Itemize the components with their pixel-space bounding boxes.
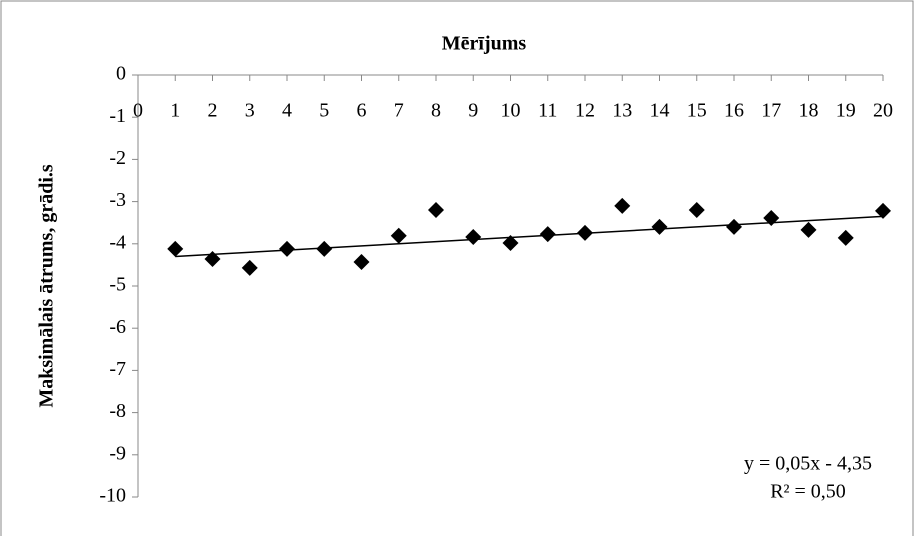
- x-tick-label: 14: [650, 100, 670, 122]
- data-point: [353, 253, 370, 270]
- data-point: [428, 202, 444, 219]
- x-tick-label: 5: [319, 100, 329, 122]
- x-tick-label: 17: [761, 100, 781, 122]
- y-tick-label: -9: [109, 442, 126, 464]
- data-point: [577, 224, 593, 241]
- x-tick-label: 12: [575, 100, 595, 122]
- trendline-equation: y = 0,05x - 4,35: [744, 453, 872, 475]
- x-tick-label: 8: [431, 100, 441, 122]
- data-point: [726, 218, 742, 235]
- data-point: [204, 250, 221, 267]
- x-tick-label: 2: [208, 100, 218, 122]
- data-point: [502, 234, 519, 251]
- data-point: [800, 221, 817, 238]
- y-tick-label: -1: [109, 105, 126, 127]
- chart-title: Mērījums: [442, 33, 527, 55]
- y-tick-label: -4: [109, 231, 126, 253]
- x-tick-label: 1: [170, 100, 180, 122]
- x-tick-label: 18: [799, 100, 819, 122]
- data-point: [241, 259, 258, 276]
- y-tick-label: -3: [109, 189, 126, 211]
- x-tick-label: 9: [468, 100, 478, 122]
- data-point: [614, 197, 631, 214]
- y-tick-label: -6: [109, 316, 126, 338]
- y-axis-label: Maksimālais ātrums, grādi.s: [36, 164, 58, 408]
- x-tick-label: 3: [245, 100, 255, 122]
- x-tick-label: 15: [687, 100, 707, 122]
- x-tick-label: 13: [612, 100, 632, 122]
- y-tick-label: 0: [116, 63, 126, 85]
- x-tick-label: 4: [282, 100, 292, 122]
- y-tick-label: -10: [99, 485, 126, 507]
- x-tick-label: 6: [357, 100, 367, 122]
- data-point: [316, 240, 333, 257]
- data-point: [465, 229, 482, 246]
- data-point: [279, 240, 295, 257]
- x-tick-label: 11: [538, 100, 557, 122]
- y-tick-label: -2: [109, 147, 126, 169]
- data-point: [763, 210, 780, 227]
- y-tick-label: -5: [109, 274, 126, 296]
- x-tick-label: 16: [724, 100, 744, 122]
- data-point: [539, 226, 556, 243]
- y-tick-label: -7: [109, 358, 126, 380]
- x-tick-label: 10: [501, 100, 521, 122]
- trendline-r-squared: R² = 0,50: [770, 481, 846, 503]
- x-tick-label: 7: [394, 100, 404, 122]
- data-point: [390, 227, 407, 244]
- data-point: [875, 202, 891, 219]
- data-point: [167, 240, 184, 257]
- x-tick-label: 20: [873, 100, 893, 122]
- y-tick-label: -8: [109, 400, 126, 422]
- x-tick-label: 19: [836, 100, 856, 122]
- data-point: [651, 218, 668, 235]
- x-tick-label: 0: [133, 100, 143, 122]
- data-point: [688, 202, 705, 219]
- data-point: [837, 229, 854, 246]
